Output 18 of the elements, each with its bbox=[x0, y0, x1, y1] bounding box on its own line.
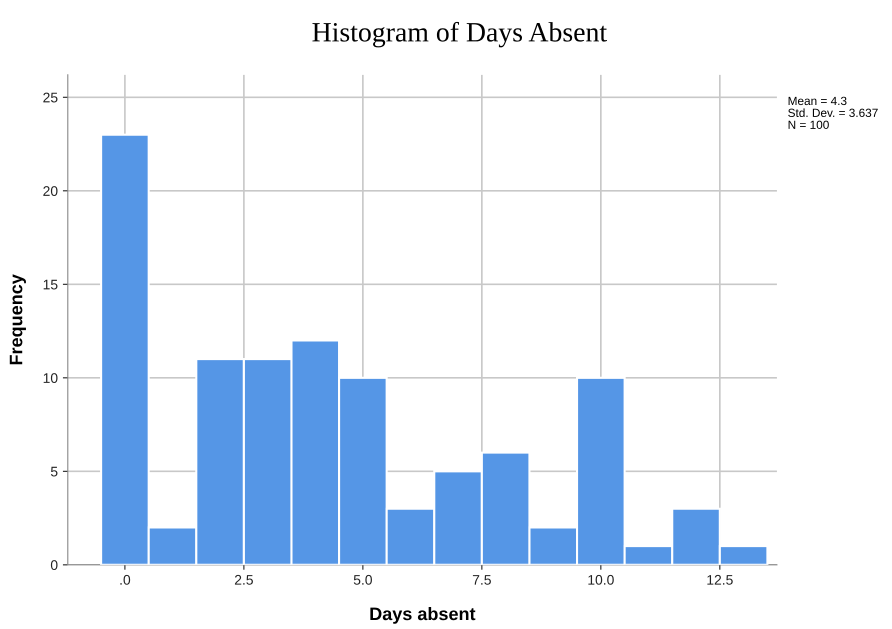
text: Std. Dev. = 3.637 bbox=[788, 108, 878, 118]
x-tick-label: 2.5 bbox=[234, 574, 253, 585]
x-tick-label: 5.0 bbox=[354, 574, 372, 585]
x-tick-label: 7.5 bbox=[472, 575, 491, 585]
y-tick-label: 15 bbox=[44, 280, 58, 290]
text: N = 100 bbox=[788, 120, 829, 129]
x-tick-label: .0 bbox=[120, 574, 130, 585]
chart-title: Histogram of Days Absent bbox=[312, 22, 607, 48]
y-tick-label: 25 bbox=[43, 92, 58, 102]
y-tick-label: 5 bbox=[50, 466, 58, 476]
x-tick-label: 12.5 bbox=[707, 574, 733, 585]
y-axis-title: Frequency bbox=[10, 274, 26, 364]
x-tick-label: 10.0 bbox=[588, 574, 614, 585]
x-axis-title: Days absent bbox=[370, 606, 476, 624]
y-tick-label: 20 bbox=[43, 186, 58, 196]
y-tick-label: 0 bbox=[50, 560, 58, 570]
y-tick-label: 10 bbox=[44, 373, 58, 383]
text: Mean = 4.3 bbox=[788, 96, 847, 106]
